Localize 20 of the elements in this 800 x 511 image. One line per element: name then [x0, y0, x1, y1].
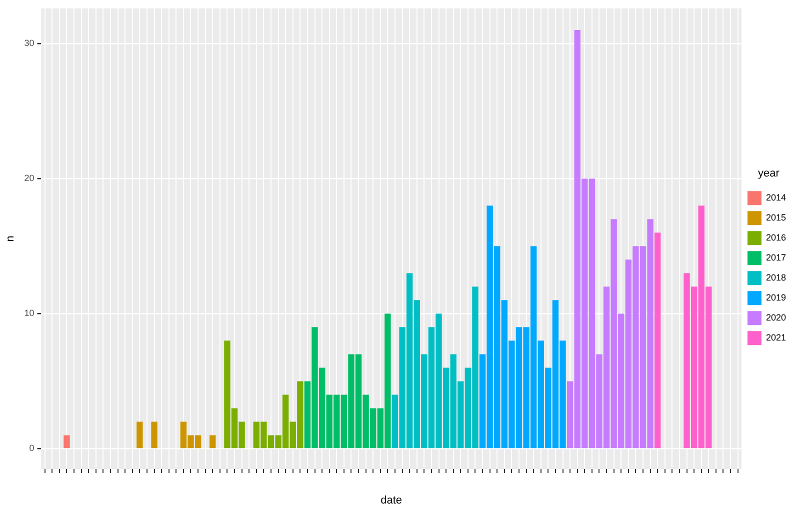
legend-label: 2017: [766, 252, 786, 263]
legend-label: 2021: [766, 332, 786, 343]
legend-label: 2015: [766, 212, 786, 223]
legend-label: 2018: [766, 272, 786, 283]
y-tick-label: 10: [24, 308, 34, 318]
legend-label: 2016: [766, 232, 786, 243]
legend-label: 2014: [766, 192, 786, 203]
bar: [654, 232, 661, 448]
legend-label: 2019: [766, 292, 786, 303]
bar: [151, 422, 158, 448]
legend-label: 2020: [766, 312, 786, 323]
bar: [136, 422, 143, 448]
y-tick-label: 30: [24, 38, 34, 48]
y-tick-label: 0: [29, 443, 34, 454]
y-tick-label: 20: [24, 173, 34, 184]
bar: [64, 435, 70, 448]
bar: [210, 435, 216, 448]
y-axis-title: n: [4, 236, 17, 242]
x-axis-title: date: [380, 494, 402, 506]
legend-title: year: [758, 167, 780, 180]
